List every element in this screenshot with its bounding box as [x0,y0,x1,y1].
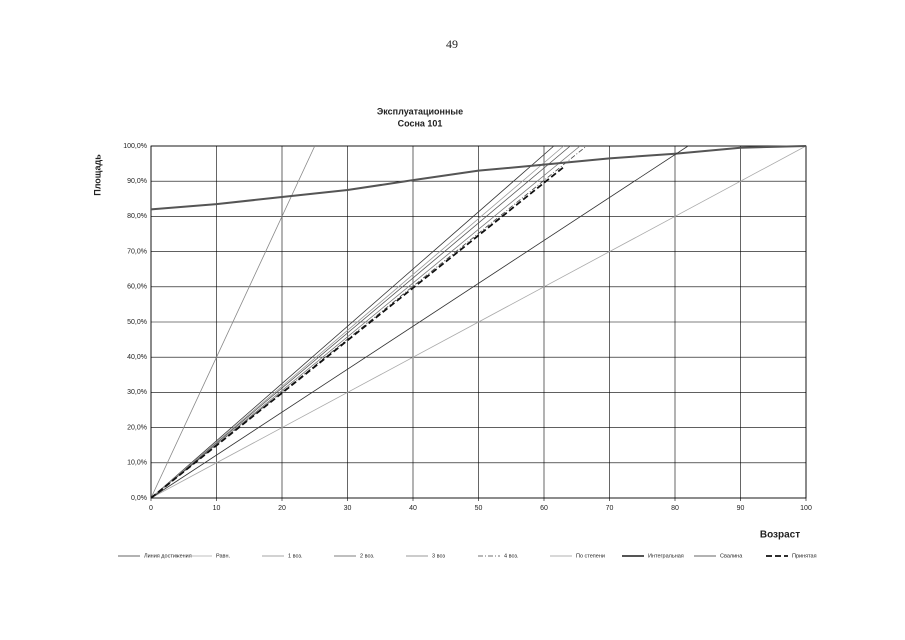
x-tick-label: 60 [540,505,548,512]
y-tick-label: 50,0% [127,319,147,326]
series-line [150,145,689,499]
legend-label: Принятая [792,553,817,559]
legend-label: 2 воз. [360,553,375,559]
x-tick-label: 30 [344,505,352,512]
series-line [150,145,571,499]
series-line [150,145,316,499]
legend-label: 4 воз. [504,553,519,559]
legend-label: Равн. [216,553,231,559]
x-tick-label: 40 [409,505,417,512]
y-tick-label: 100,0% [123,143,147,150]
page-number: 49 [446,37,458,51]
x-axis-label: Возраст [760,530,800,541]
chart-subtitle: Сосна 101 [398,118,443,128]
series-line [150,145,555,499]
x-tick-label: 0 [149,505,153,512]
x-tick-label: 20 [278,505,286,512]
series-line [150,145,807,211]
y-tick-label: 40,0% [127,354,147,361]
legend-label: Интегральная [648,553,684,559]
series-line [150,145,581,499]
legend-label: Линия достижения [144,553,192,559]
series-line [150,145,807,499]
x-tick-label: 100 [800,505,812,512]
legend-label: 1 воз. [288,553,303,559]
legend-label: Свалина [720,553,743,559]
x-tick-label: 70 [606,505,614,512]
legend-label: 3 воз [432,553,445,559]
y-tick-label: 20,0% [127,424,147,431]
x-tick-label: 90 [737,505,745,512]
series-line [150,166,565,499]
y-tick-label: 30,0% [127,389,147,396]
x-tick-label: 50 [475,505,483,512]
y-axis-label: Площадь [92,154,102,196]
y-tick-label: 60,0% [127,284,147,291]
y-tick-label: 0,0% [131,495,147,502]
series-line [150,145,564,499]
legend-label: По степени [576,553,605,559]
y-tick-label: 70,0% [127,248,147,255]
y-tick-label: 10,0% [127,460,147,467]
y-tick-label: 90,0% [127,178,147,185]
x-tick-label: 10 [213,505,221,512]
x-tick-label: 80 [671,505,679,512]
y-tick-label: 80,0% [127,213,147,220]
chart-title: Эксплуатационные [377,106,463,116]
